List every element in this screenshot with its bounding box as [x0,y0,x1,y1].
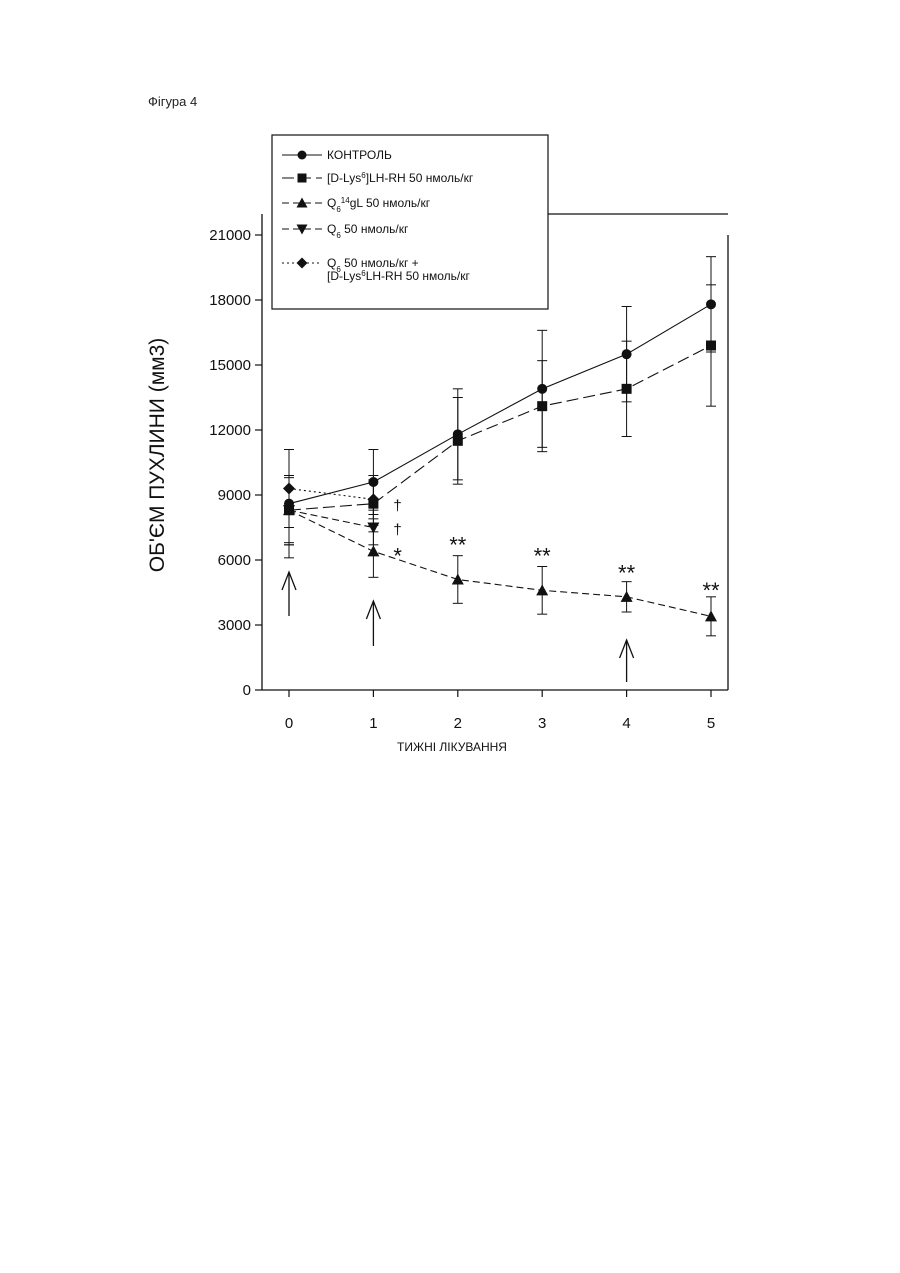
y-tick-label: 12000 [209,422,251,439]
x-axis-label: ТИЖНІ ЛІКУВАННЯ [397,740,507,754]
significance-mark: ** [702,578,720,603]
x-tick-label: 2 [454,715,462,732]
y-tick-label: 9000 [218,487,251,504]
legend-label-part: gL 50 нмоль/кг [350,196,431,210]
x-tick-label: 5 [707,715,715,732]
data-point-1 [706,341,716,351]
x-tick-label: 3 [538,715,546,732]
x-tick-label: 1 [369,715,377,732]
y-tick-label: 0 [243,682,251,699]
data-point-1 [453,436,463,446]
legend-label-part: Q [327,222,336,236]
significance-mark: ** [449,533,467,558]
y-tick-label: 3000 [218,617,251,634]
legend-marker [298,151,307,160]
legend-label: [D-Lys6LH-RH 50 нмоль/кг [327,269,470,284]
legend-label-part: LH-RH 50 нмоль/кг [366,269,471,283]
significance-mark: † [393,498,401,515]
x-tick-label: 0 [285,715,293,732]
data-point-1 [622,384,632,394]
significance-mark: * [393,543,402,568]
series-line-0 [289,304,711,503]
legend-label: КОНТРОЛЬ [327,148,392,162]
significance-mark: † [393,522,401,539]
annotation-layer: ††********* [282,498,720,682]
x-tick-label: 4 [622,715,630,732]
y-axis-label: ОБ'ЄМ ПУХЛИНИ (мм3) [146,338,169,573]
data-point-2 [621,591,633,602]
y-tick-label: 18000 [209,292,251,309]
legend-label-part: [D-Lys [327,171,361,185]
series-line-3 [289,510,373,527]
y-tick-label: 6000 [218,552,251,569]
legend-label-part: Q [327,256,336,270]
legend-marker [298,174,307,183]
legend-label-part: 6 [336,205,341,214]
y-tick-label: 21000 [209,227,251,244]
data-point-2 [367,545,379,556]
legend-label-part: [D-Lys [327,269,361,283]
significance-mark: ** [534,543,552,568]
series-line-1 [289,346,711,511]
data-point-1 [537,401,547,411]
y-tick-label: 15000 [209,357,251,374]
legend-label-part: КОНТРОЛЬ [327,148,392,162]
legend-label-part: Q [327,196,336,210]
data-point-2 [536,584,548,595]
legend-label: [D-Lys6]LH-RH 50 нмоль/кг [327,171,474,186]
data-point-4 [283,483,295,495]
series-line-4 [289,489,373,500]
legend-label-part: 50 нмоль/кг + [341,256,419,270]
data-point-2 [452,574,464,585]
legend-label-part: 50 нмоль/кг [341,222,409,236]
legend-label-part: ]LH-RH 50 нмоль/кг [366,171,474,185]
legend: КОНТРОЛЬ[D-Lys6]LH-RH 50 нмоль/кгQ614gL … [272,135,548,309]
series-layer [283,257,717,636]
significance-mark: ** [618,561,636,586]
series-line-2 [289,510,711,616]
